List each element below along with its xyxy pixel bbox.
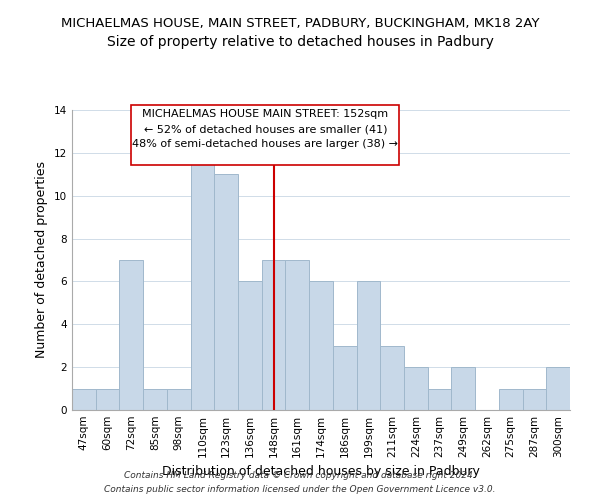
Bar — [143, 388, 167, 410]
Bar — [238, 282, 262, 410]
Bar — [167, 388, 191, 410]
FancyBboxPatch shape — [131, 104, 399, 164]
Bar — [451, 367, 475, 410]
Text: 48% of semi-detached houses are larger (38) →: 48% of semi-detached houses are larger (… — [132, 140, 398, 149]
Bar — [96, 388, 119, 410]
Text: MICHAELMAS HOUSE, MAIN STREET, PADBURY, BUCKINGHAM, MK18 2AY: MICHAELMAS HOUSE, MAIN STREET, PADBURY, … — [61, 18, 539, 30]
Bar — [119, 260, 143, 410]
Text: Contains HM Land Registry data © Crown copyright and database right 2024.: Contains HM Land Registry data © Crown c… — [124, 472, 476, 480]
Bar — [309, 282, 333, 410]
Bar — [286, 260, 309, 410]
Text: Contains public sector information licensed under the Open Government Licence v3: Contains public sector information licen… — [104, 486, 496, 494]
Bar — [262, 260, 286, 410]
Bar — [499, 388, 523, 410]
Bar — [214, 174, 238, 410]
Bar — [380, 346, 404, 410]
Bar — [546, 367, 570, 410]
Bar — [191, 153, 214, 410]
Bar — [72, 388, 96, 410]
Bar — [356, 282, 380, 410]
Text: MICHAELMAS HOUSE MAIN STREET: 152sqm: MICHAELMAS HOUSE MAIN STREET: 152sqm — [142, 110, 388, 120]
X-axis label: Distribution of detached houses by size in Padbury: Distribution of detached houses by size … — [162, 466, 480, 478]
Bar — [428, 388, 451, 410]
Bar — [333, 346, 356, 410]
Y-axis label: Number of detached properties: Number of detached properties — [35, 162, 49, 358]
Bar — [404, 367, 428, 410]
Text: ← 52% of detached houses are smaller (41): ← 52% of detached houses are smaller (41… — [143, 124, 387, 134]
Bar — [523, 388, 546, 410]
Text: Size of property relative to detached houses in Padbury: Size of property relative to detached ho… — [107, 35, 493, 49]
